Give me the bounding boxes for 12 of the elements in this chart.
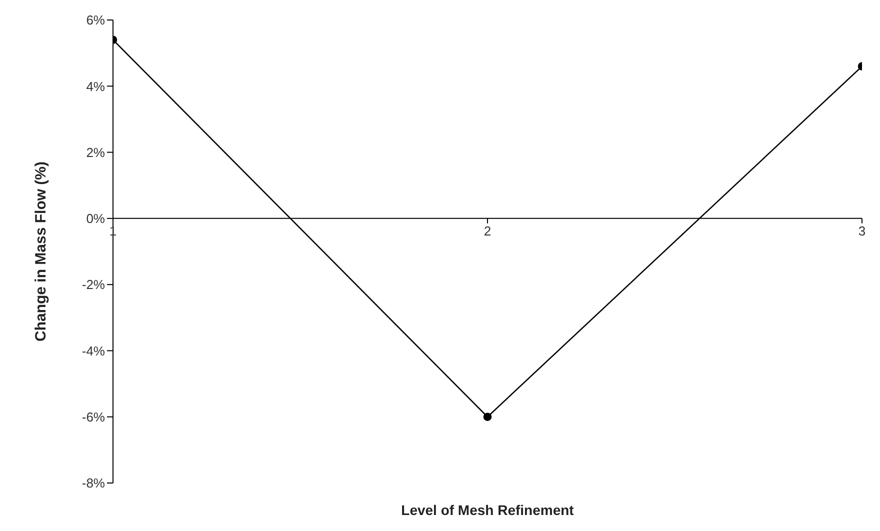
y-tick-label: -8% [82, 476, 106, 491]
y-tick-label: -2% [82, 277, 106, 292]
x-axis-title: Level of Mesh Refinement [401, 502, 574, 518]
y-tick-label: -4% [82, 343, 106, 358]
y-tick-label: 6% [86, 12, 106, 28]
y-axis-title: Change in Mass Flow (%) [32, 161, 50, 342]
x-tick-label: 2 [484, 223, 492, 238]
y-tick-label: 0% [86, 211, 106, 226]
x-tick-label: 3 [858, 223, 866, 238]
y-tick-label: 2% [86, 144, 106, 160]
y-tick-label: 4% [86, 78, 106, 94]
y-tick-label: -6% [82, 409, 106, 424]
